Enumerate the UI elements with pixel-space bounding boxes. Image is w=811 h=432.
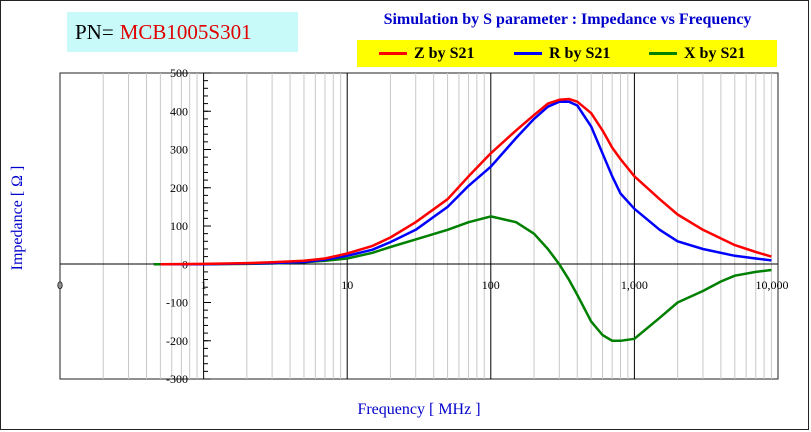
x-tick-label: 100 [482,278,500,292]
legend-item-z: Z by S21 [379,40,474,67]
part-number-label: PN= [75,19,114,44]
y-tick-label: -300 [166,372,188,386]
plot-area [59,72,779,380]
z-series-line [160,97,772,266]
y-tick-label: 100 [170,219,188,233]
legend-item-x: X by S21 [649,40,745,67]
chart-title: Simulation by S parameter : Impedance vs… [383,11,752,28]
y-tick-label: 500 [170,66,188,80]
legend: Z by S21 R by S21 X by S21 [357,40,777,67]
x-tick-label: 0 [57,278,63,292]
legend-swatch-r [514,52,542,55]
y-tick-label: -200 [166,334,188,348]
y-tick-label: 200 [170,181,188,195]
x-tick-label: 10,000 [756,278,789,292]
legend-swatch-z [379,52,407,55]
x-axis-title: Frequency [ MHz ] [357,401,480,418]
y-tick-label: -100 [166,296,188,310]
legend-label-x: X by S21 [684,44,746,62]
legend-label-z: Z by S21 [414,44,475,62]
legend-label-r: R by S21 [549,44,611,62]
y-tick-label: 300 [170,143,188,157]
r-series-line [160,100,772,266]
y-axis-title: Impedance [ Ω ] [9,166,26,271]
x-series-line [160,215,772,343]
legend-item-r: R by S21 [514,40,610,67]
y-tick-label: 400 [170,104,188,118]
x-tick-label: 1,000 [621,278,648,292]
part-number-value: MCB1005S301 [119,19,252,44]
x-tick-label: 10 [341,278,353,292]
x-tick-label: 1 [201,278,207,292]
part-number-box: PN= MCB1005S301 [67,12,298,52]
legend-swatch-x [649,52,677,55]
